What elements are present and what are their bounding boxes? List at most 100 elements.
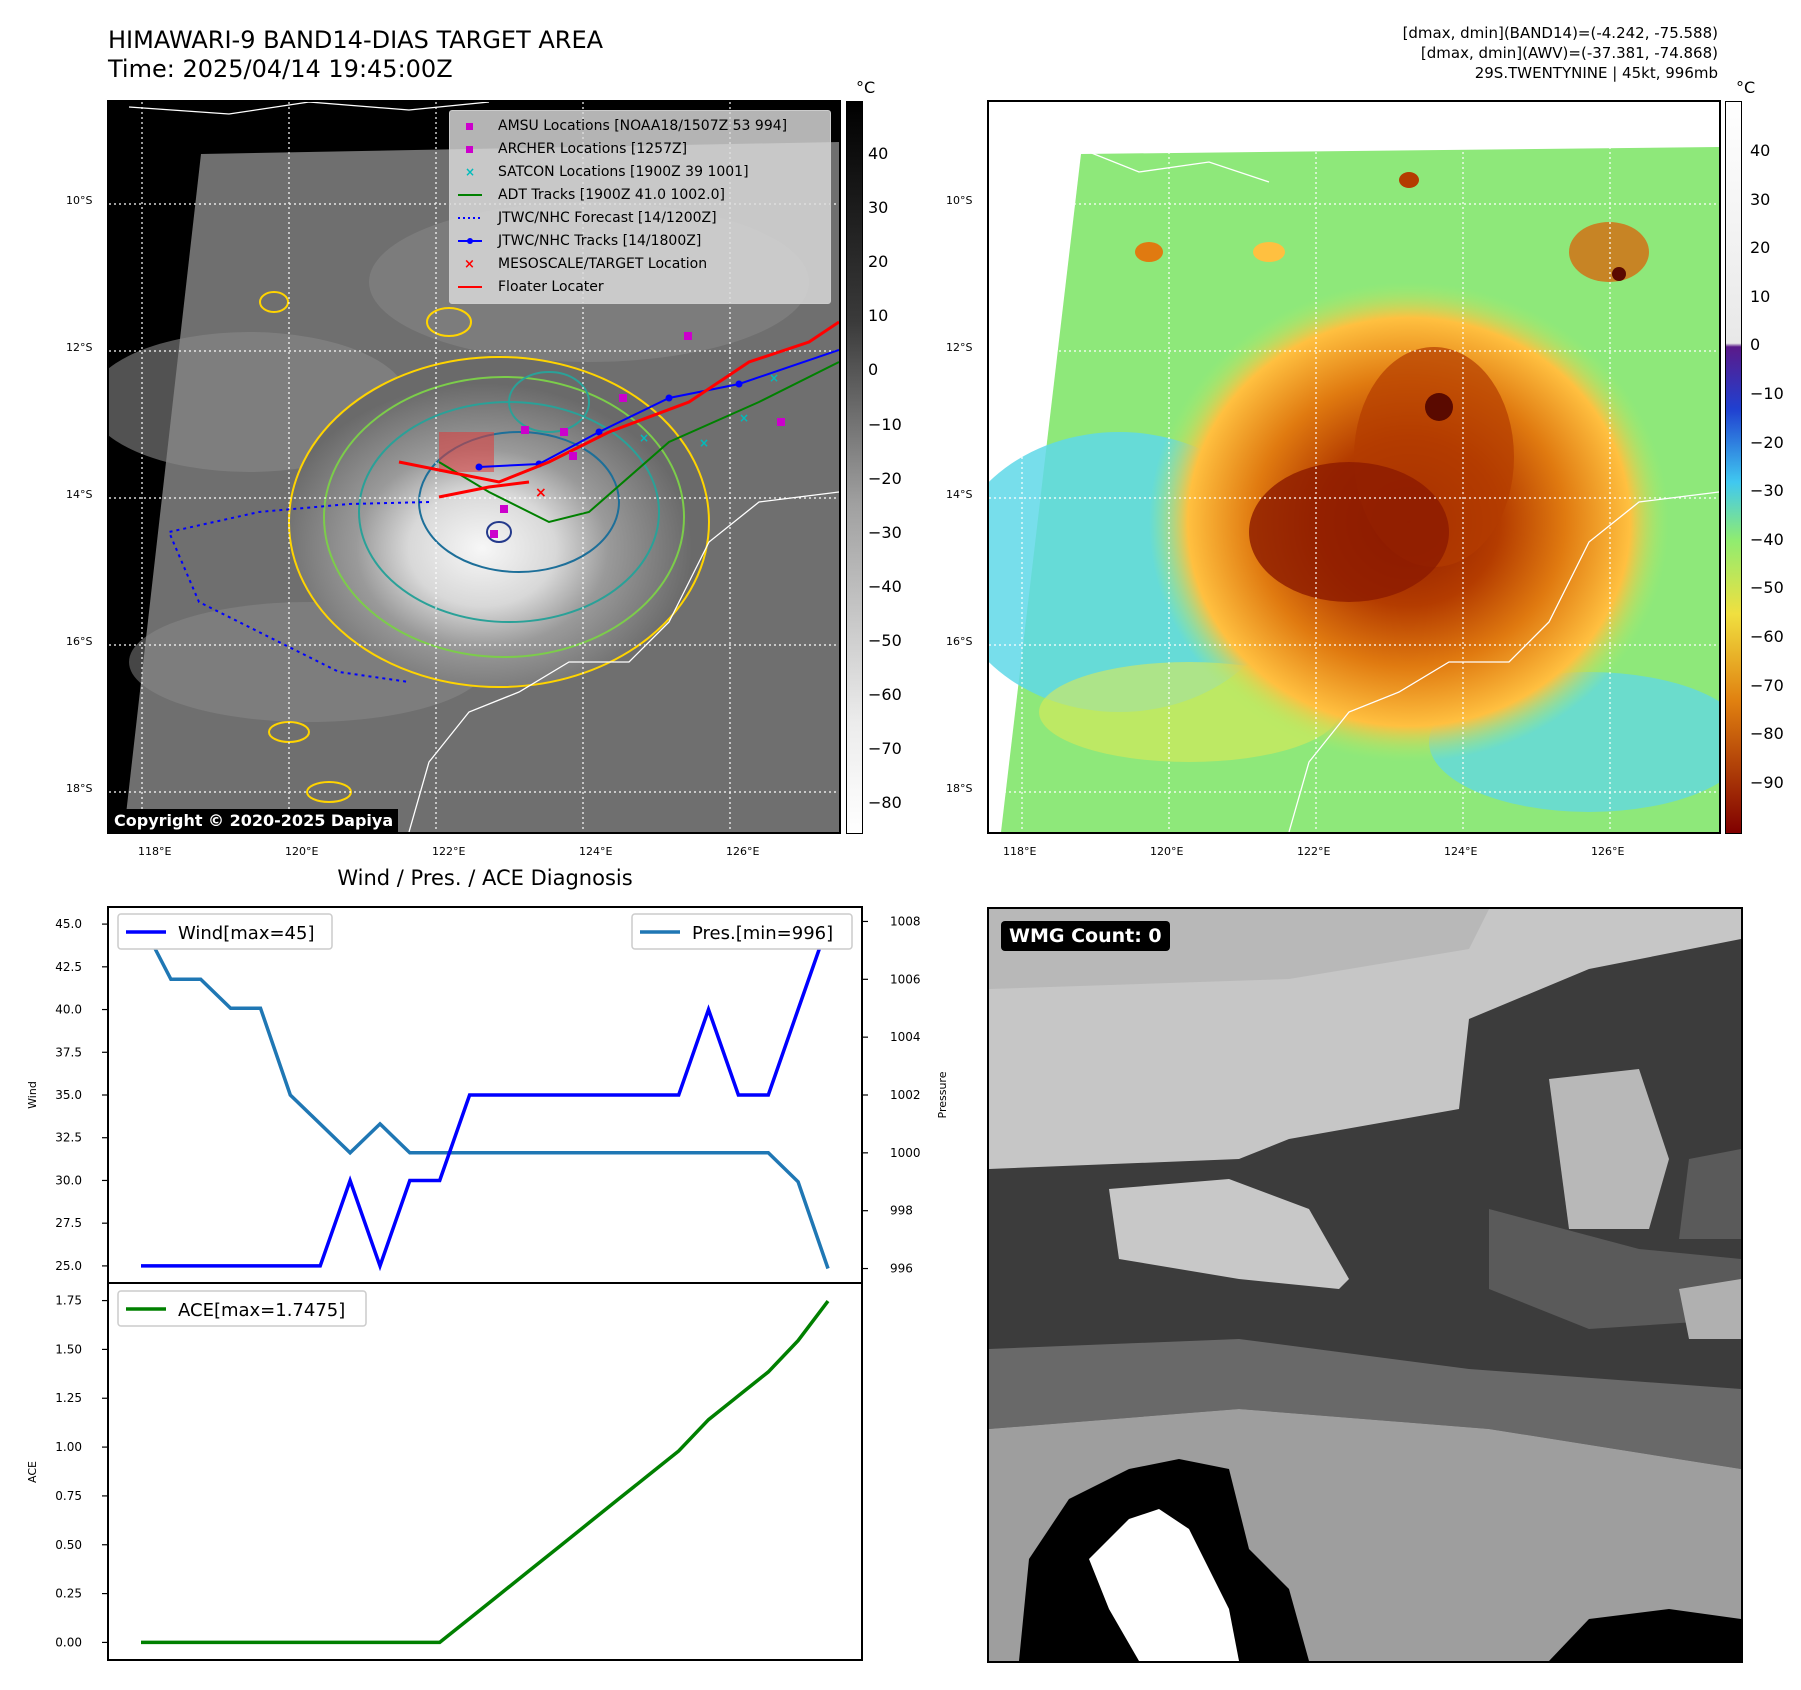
axis-tick-label: 1002 [890, 1088, 921, 1102]
wind-legend-label: Wind[max=45] [178, 923, 315, 944]
colorbar-gray-tick: −80 [868, 793, 902, 813]
lon-label: 122°E [1297, 845, 1331, 858]
awv-map [987, 100, 1721, 834]
legend-adt: ADT Tracks [1900Z 41.0 1002.0] [498, 187, 725, 203]
chart-title: HIMAWARI-9 BAND14-DIAS TARGET AREA [108, 26, 604, 54]
lon-label: 120°E [1150, 845, 1184, 858]
colorbar-color-tick: 20 [1750, 238, 1771, 258]
colorbar-color-tick: −30 [1750, 481, 1784, 501]
diagnosis-title: Wind / Pres. / ACE Diagnosis [337, 866, 633, 890]
colorbar-gray [846, 101, 863, 834]
lat-label: 10°S [66, 194, 93, 207]
svg-text:×: × [464, 257, 475, 272]
colorbar-gray-tick: 10 [868, 306, 889, 326]
dmax-band14: [dmax, dmin](BAND14)=(-4.242, -75.588) [1402, 24, 1718, 42]
lat-label: 14°S [66, 488, 93, 501]
svg-text:×: × [465, 165, 475, 179]
colorbar-color-unit: °C [1736, 78, 1756, 97]
colorbar-color-tick: −50 [1750, 578, 1784, 598]
colorbar-color-tick: −70 [1750, 675, 1784, 695]
legend-floater: Floater Locater [498, 279, 604, 295]
colorbar-color-tick: 0 [1750, 335, 1761, 355]
axis-tick-label: 37.5 [55, 1045, 82, 1059]
legend-forecast: JTWC/NHC Forecast [14/1200Z] [498, 210, 717, 226]
svg-text:×: × [739, 411, 749, 425]
axis-tick-label: 35.0 [55, 1088, 82, 1102]
wind-series-line [141, 923, 830, 1272]
colorbar-color-tick: −10 [1750, 384, 1784, 403]
colorbar-gray-tick: −60 [868, 685, 902, 704]
lon-label: 118°E [138, 845, 172, 858]
lon-label: 118°E [1003, 845, 1037, 858]
axis-tick-label: 45.0 [55, 917, 82, 931]
lon-label: 126°E [726, 845, 760, 858]
dmax-awv: [dmax, dmin](AWV)=(-37.381, -74.868) [1420, 44, 1718, 62]
colorbar-gray-unit: °C [856, 78, 876, 97]
legend-tracks: JTWC/NHC Tracks [14/1800Z] [498, 233, 702, 249]
ace-legend-label: ACE[max=1.7475] [178, 1300, 345, 1321]
band14-map: × × × × × × × AMSU Locations [NOAA18/1507Z … [107, 100, 841, 834]
axis-tick-label: 1004 [890, 1030, 921, 1044]
colorbar-gray-tick: 30 [868, 198, 889, 218]
colorbar-gray-tick: 40 [868, 144, 889, 163]
ace-axis-label: ACE [26, 1461, 39, 1483]
wind-legend [117, 913, 333, 950]
axis-tick-label: 0.50 [55, 1538, 82, 1552]
diagnosis-chart: 45.0 42.5 40.0 37.5 35.0 32.5 30.0 27.5 25.0 100… [26, 906, 949, 1661]
axis-tick-label: 996 [890, 1262, 913, 1276]
chart-time: Time: 2025/04/14 19:45:00Z [108, 55, 453, 83]
axis-tick-label: 1.00 [55, 1440, 82, 1454]
wind-axis-label: Wind [26, 1081, 39, 1109]
colorbar-gray-tick: −30 [868, 522, 902, 542]
ace-legend [117, 1290, 367, 1327]
axis-tick-label: 1008 [890, 914, 921, 928]
ace-series-line [141, 1300, 830, 1645]
axis-tick-label: 1.50 [55, 1342, 82, 1356]
axis-tick-label: 0.00 [55, 1635, 82, 1649]
lon-label: 126°E [1591, 845, 1625, 858]
colorbar-color [1725, 101, 1742, 834]
wmg-panel: WMG Count: 0 [987, 907, 1743, 1663]
svg-text:×: × [639, 431, 649, 445]
axis-tick-label: 1.75 [55, 1294, 82, 1308]
lat-label: 12°S [66, 341, 93, 354]
axis-tick-label: 0.25 [55, 1587, 82, 1601]
lat-label: 18°S [66, 782, 93, 795]
axis-tick-label: 998 [890, 1204, 913, 1218]
lat-label: 14°S [946, 488, 973, 501]
legend-satcon: SATCON Locations [1900Z 39 1001] [498, 164, 749, 180]
pressure-legend-label: Pres.[min=996] [692, 923, 833, 944]
axis-tick-label: 0.75 [55, 1489, 82, 1503]
pressure-axis-label: Pressure [936, 1071, 949, 1118]
axis-tick-label: 40.0 [55, 1003, 82, 1017]
axis-tick-label: 1.25 [55, 1391, 82, 1405]
lon-label: 120°E [285, 845, 319, 858]
lon-label: 122°E [432, 845, 466, 858]
lat-label: 16°S [946, 635, 973, 648]
lat-label: 10°S [946, 194, 973, 207]
colorbar-gray-tick: −10 [868, 414, 902, 434]
lat-label: 16°S [66, 635, 93, 648]
colorbar-gray-tick: −70 [868, 739, 902, 759]
legend-amsu: AMSU Locations [NOAA18/1507Z 53 994] [498, 118, 788, 134]
pressure-legend [631, 913, 853, 950]
colorbar-color-tick: 10 [1750, 286, 1771, 306]
axis-tick-label: 25.0 [55, 1259, 82, 1273]
colorbar-gray-tick: −40 [868, 576, 902, 596]
lat-label: 18°S [946, 782, 973, 795]
colorbar-color-tick: −60 [1750, 627, 1784, 646]
lon-label: 124°E [579, 845, 613, 858]
svg-text:×: × [769, 371, 779, 385]
colorbar-gray-tick: −50 [868, 630, 902, 650]
svg-text:×: × [699, 436, 709, 450]
legend-target: MESOSCALE/TARGET Location [498, 256, 708, 272]
colorbar-color-tick: 30 [1750, 189, 1771, 209]
svg-text:×: × [535, 485, 547, 501]
colorbar-color-tick: 40 [1750, 141, 1771, 160]
colorbar-color-tick: −90 [1750, 772, 1784, 792]
colorbar-color-tick: −80 [1750, 724, 1784, 744]
axis-tick-label: 1006 [890, 972, 921, 986]
colorbar-gray-tick: 20 [868, 252, 889, 272]
legend-archer: ARCHER Locations [1257Z] [498, 141, 688, 157]
copyright-label: Copyright © 2020-2025 Dapiya [109, 809, 399, 832]
